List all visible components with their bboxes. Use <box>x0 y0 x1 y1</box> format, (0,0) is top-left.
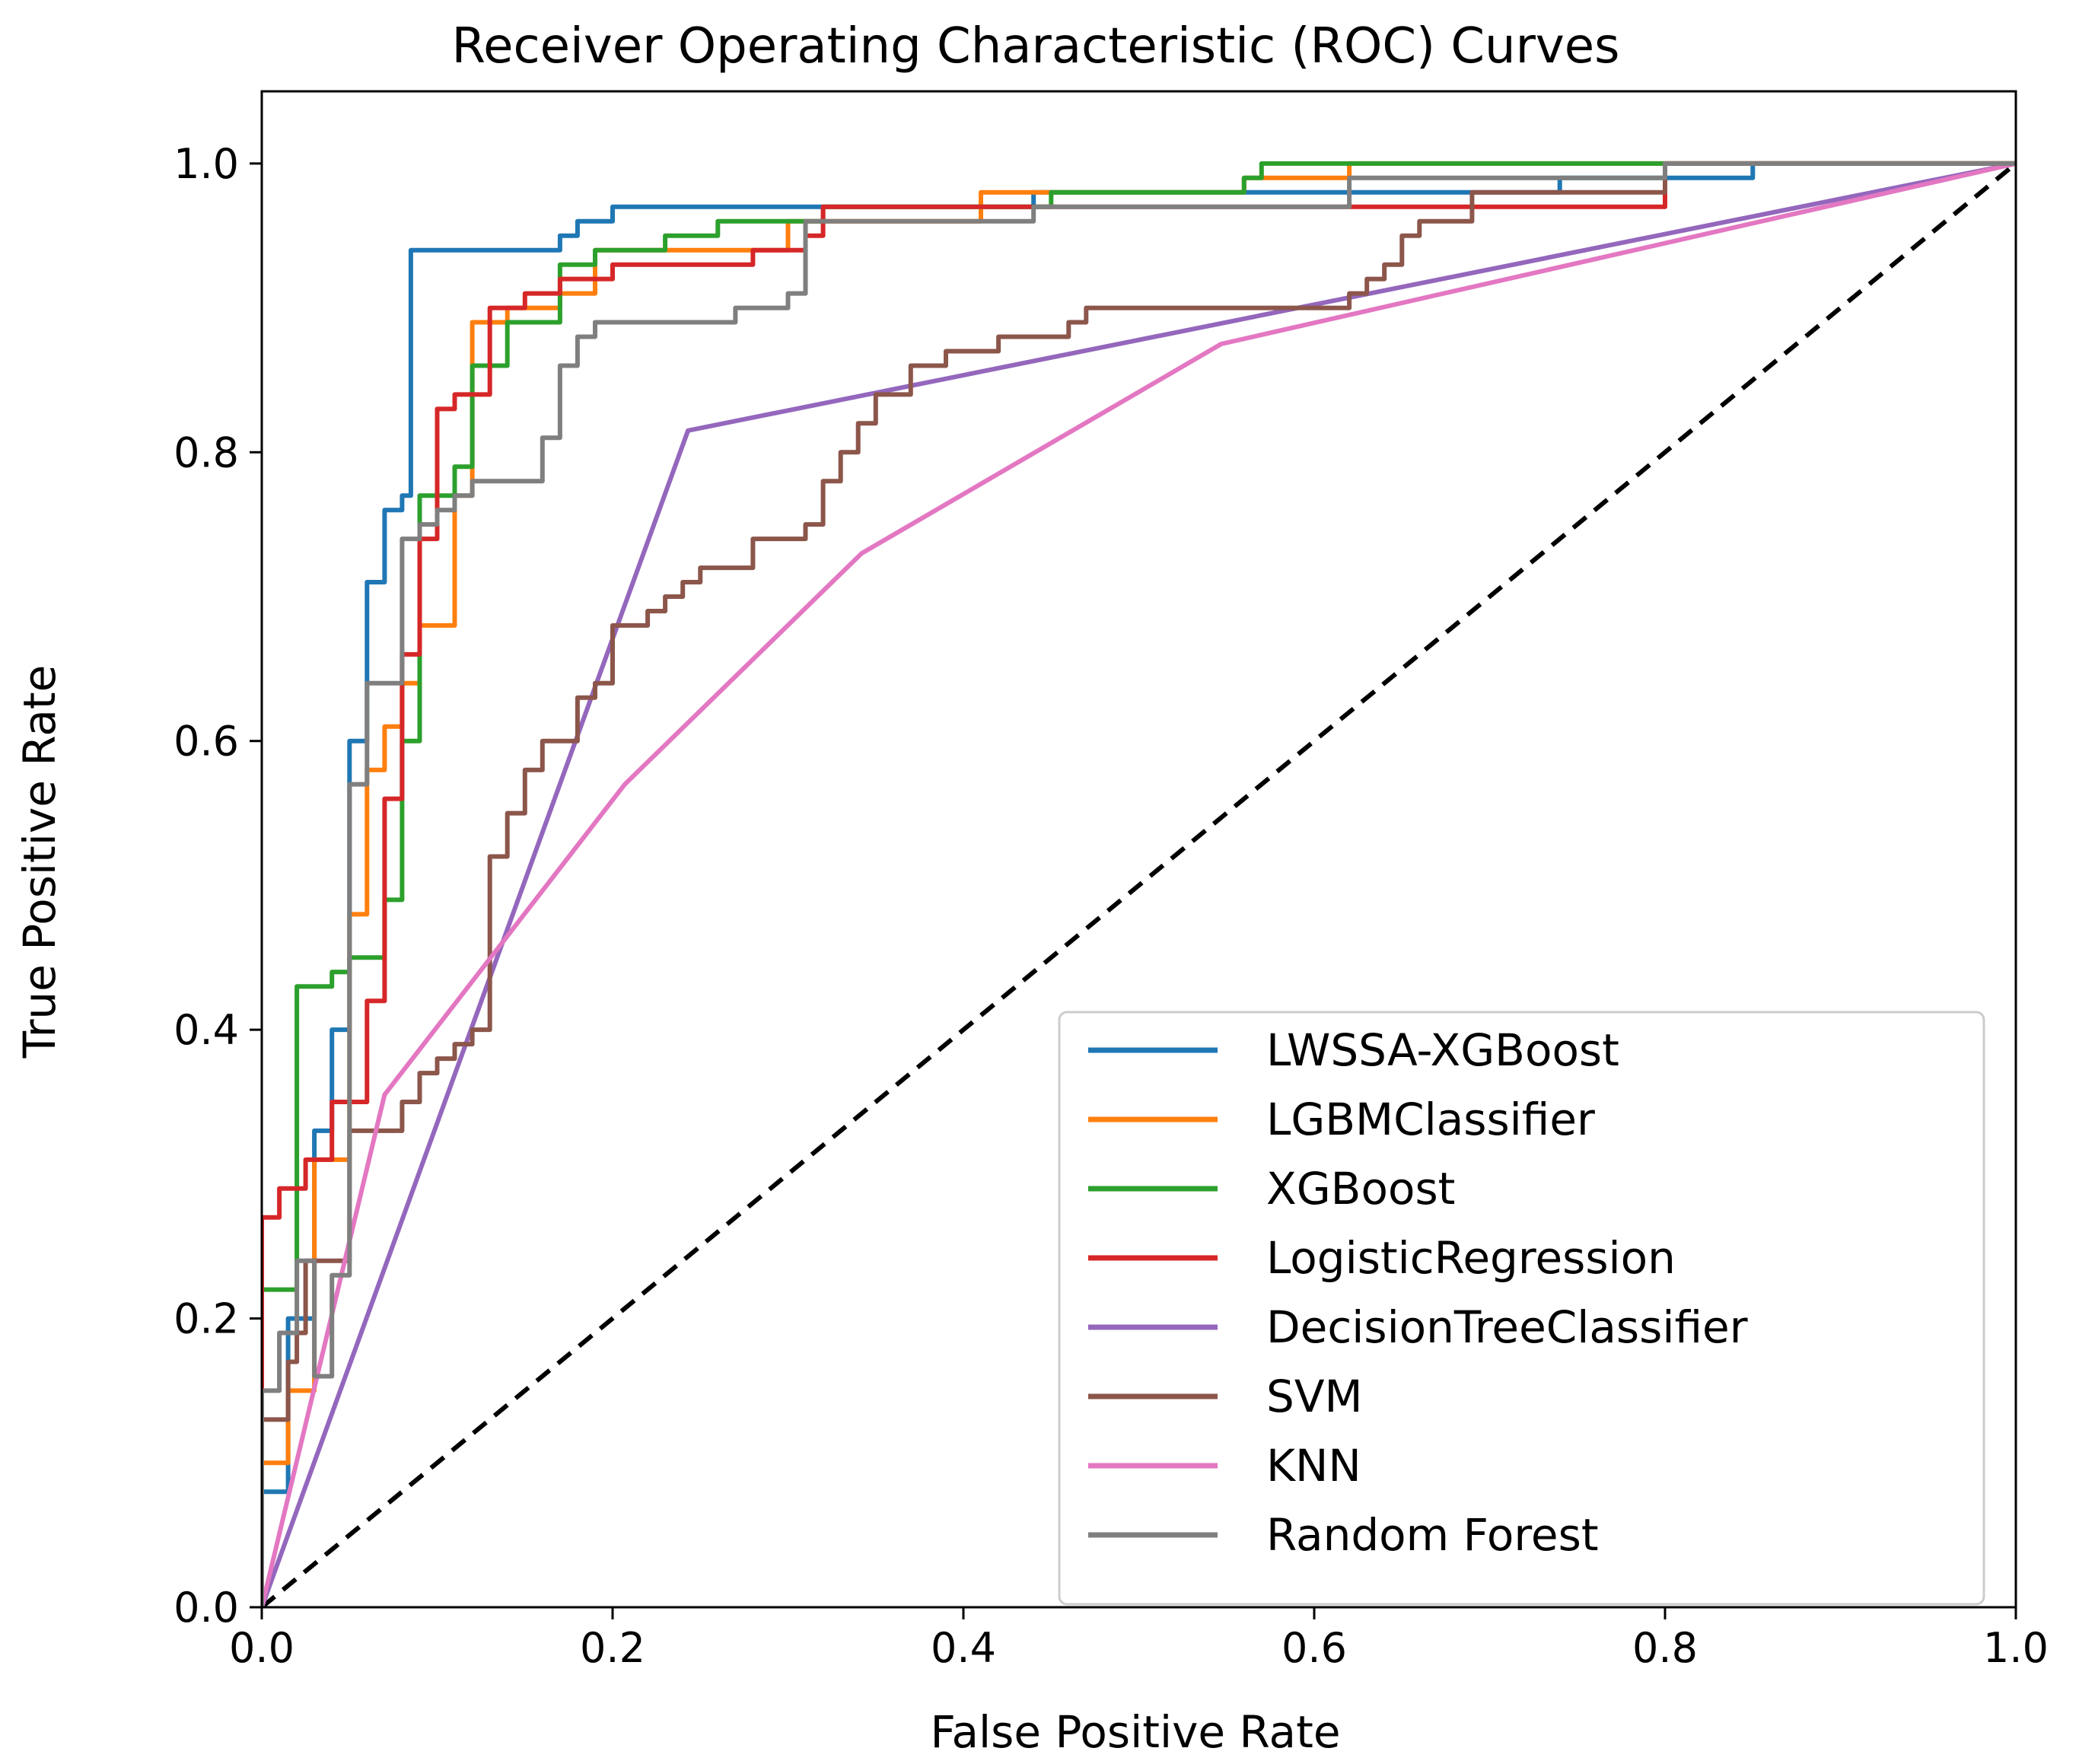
legend-label-knn: KNN <box>1266 1440 1361 1492</box>
legend-label-decisiontreeclassifier: DecisionTreeClassifier <box>1266 1301 1748 1353</box>
y-tick-label: 0.8 <box>174 428 239 476</box>
y-axis-label: True Positive Rate <box>14 665 65 1059</box>
legend-label-random-forest: Random Forest <box>1266 1509 1599 1561</box>
y-tick-label: 0.4 <box>174 1006 239 1054</box>
y-tick-label: 0.6 <box>174 718 239 766</box>
x-tick-label: 0.8 <box>1632 1624 1698 1672</box>
axis-ticks: 0.0 0.2 0.4 0.6 0.8 1.0 0.0 0.2 0.4 0.6 0.8 1.0 <box>174 140 2049 1672</box>
roc-curve-random-forest <box>262 161 2016 1607</box>
chart-title: Receiver Operating Characteristic (ROC) … <box>452 18 1620 75</box>
x-axis-label: False Positive Rate <box>930 1706 1340 1758</box>
legend-label-lgbmclassifier: LGBMClassifier <box>1266 1094 1595 1145</box>
diagonal-chance-line <box>262 161 2016 1607</box>
roc-curve-knn <box>262 161 2016 1607</box>
legend-label-logisticregression: LogisticRegression <box>1266 1232 1676 1284</box>
x-tick-label: 0.0 <box>229 1624 294 1672</box>
legend: LWSSA-XGBoost LGBMClassifier XGBoost Logist… <box>1058 1011 1985 1606</box>
roc-curve-decisiontreeclassifier <box>262 161 2016 1607</box>
x-tick-label: 1.0 <box>1983 1624 2049 1672</box>
x-tick-label: 0.2 <box>580 1624 645 1672</box>
x-tick-label: 0.6 <box>1281 1624 1347 1672</box>
plot-area <box>260 90 2017 1609</box>
legend-label-lwssa-xgboost: LWSSA-XGBoost <box>1266 1024 1619 1076</box>
x-tick-label: 0.4 <box>931 1624 996 1672</box>
y-tick-label: 0.2 <box>174 1295 239 1343</box>
legend-label-svm: SVM <box>1266 1371 1363 1422</box>
y-tick-label: 1.0 <box>174 140 239 188</box>
plot-frame <box>260 90 2017 1609</box>
legend-box <box>1058 1011 1985 1606</box>
roc-curve-svm <box>262 161 2016 1607</box>
y-tick-label: 0.0 <box>174 1584 239 1632</box>
legend-label-xgboost: XGBoost <box>1266 1163 1455 1215</box>
